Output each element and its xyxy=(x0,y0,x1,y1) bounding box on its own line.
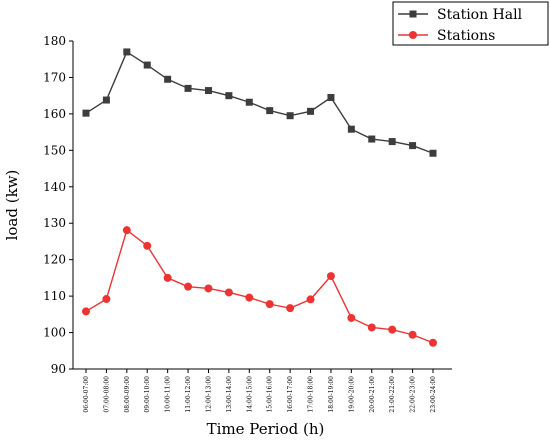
plot-area xyxy=(82,48,437,347)
x-tick-label: 10:00-11:00 xyxy=(165,376,172,413)
data-point xyxy=(122,226,131,235)
x-tick-label: 06:00-07:00 xyxy=(83,376,90,413)
x-tick-label: 18:00-19:00 xyxy=(328,376,335,413)
data-point xyxy=(347,125,355,133)
data-point xyxy=(184,84,192,92)
data-point xyxy=(307,107,315,115)
x-tick-label: 19:00-20:00 xyxy=(348,376,355,413)
y-tick-label: 130 xyxy=(43,216,66,230)
x-tick-label: 21:00-22:00 xyxy=(389,376,396,413)
data-point xyxy=(266,107,274,115)
data-point xyxy=(204,284,213,293)
series-line xyxy=(85,50,434,154)
y-axis-title: load (kw) xyxy=(3,170,21,241)
y-tick-label: 150 xyxy=(43,143,66,157)
data-point xyxy=(245,98,253,106)
data-point xyxy=(286,112,294,120)
legend-label: Station Hall xyxy=(437,7,523,23)
y-tick-label: 170 xyxy=(43,70,66,84)
y-axis: 90 100 110 120 130 140 150 160 170 180 xyxy=(43,34,74,376)
data-point xyxy=(102,96,110,104)
x-axis-title: Time Period (h) xyxy=(207,420,325,438)
data-point xyxy=(224,288,233,297)
x-tick-label: 09:00-10:00 xyxy=(144,376,151,413)
legend-label: Stations xyxy=(437,28,495,44)
data-point xyxy=(327,93,335,101)
data-point xyxy=(326,272,335,281)
data-point xyxy=(347,313,356,322)
x-tick-label: 14:00-15:00 xyxy=(246,376,253,413)
legend-box xyxy=(392,1,549,46)
data-point xyxy=(368,135,376,143)
x-tick-label: 15:00-16:00 xyxy=(267,376,274,413)
data-point xyxy=(408,330,417,339)
data-point xyxy=(245,293,254,302)
data-point xyxy=(306,295,315,304)
y-tick-label: 110 xyxy=(43,289,66,303)
x-tick-label: 11:00-12:00 xyxy=(185,376,192,413)
y-tick-label: 100 xyxy=(43,326,66,340)
x-tick-label: 17:00-18:00 xyxy=(308,376,315,413)
x-tick-label: 23:00-24:00 xyxy=(430,376,437,413)
x-tick-label: 13:00-14:00 xyxy=(226,376,233,413)
data-point xyxy=(102,295,111,304)
data-point xyxy=(204,87,212,95)
data-point xyxy=(123,48,131,56)
x-tick-label: 08:00-09:00 xyxy=(124,376,131,413)
data-point xyxy=(367,323,376,332)
data-point xyxy=(409,142,417,150)
series-station-hall xyxy=(82,48,437,157)
data-point xyxy=(429,338,437,347)
y-tick-label: 180 xyxy=(43,34,66,48)
x-tick-label: 12:00-13:00 xyxy=(205,376,212,413)
data-point xyxy=(265,300,274,309)
data-point xyxy=(143,61,151,69)
x-tick-label: 07:00-08:00 xyxy=(103,376,110,413)
legend-marker xyxy=(409,31,417,39)
data-point xyxy=(429,149,437,157)
data-point xyxy=(184,282,193,291)
x-tick-label: 22:00-23:00 xyxy=(410,376,417,413)
y-tick-label: 140 xyxy=(43,180,66,194)
data-point xyxy=(143,241,152,250)
data-point xyxy=(164,75,172,83)
series-line xyxy=(85,228,434,344)
data-point xyxy=(388,325,397,334)
y-tick-label: 120 xyxy=(43,253,66,267)
x-axis: 06:00-07:00 07:00-08:00 08:00-09:00 09:00-1… xyxy=(73,368,452,413)
data-point xyxy=(286,304,295,313)
legend: Station Hall Stations xyxy=(392,1,549,46)
data-point xyxy=(388,138,396,146)
y-tick-label: 90 xyxy=(51,362,66,376)
series-stations xyxy=(82,226,437,347)
data-point xyxy=(163,273,172,282)
x-tick-label: 16:00-17:00 xyxy=(287,376,294,413)
y-tick-label: 160 xyxy=(43,107,66,121)
data-point xyxy=(225,92,233,100)
legend-marker xyxy=(409,10,417,18)
data-point xyxy=(82,109,90,117)
data-point xyxy=(82,307,90,316)
x-tick-label: 20:00-21:00 xyxy=(369,376,376,413)
